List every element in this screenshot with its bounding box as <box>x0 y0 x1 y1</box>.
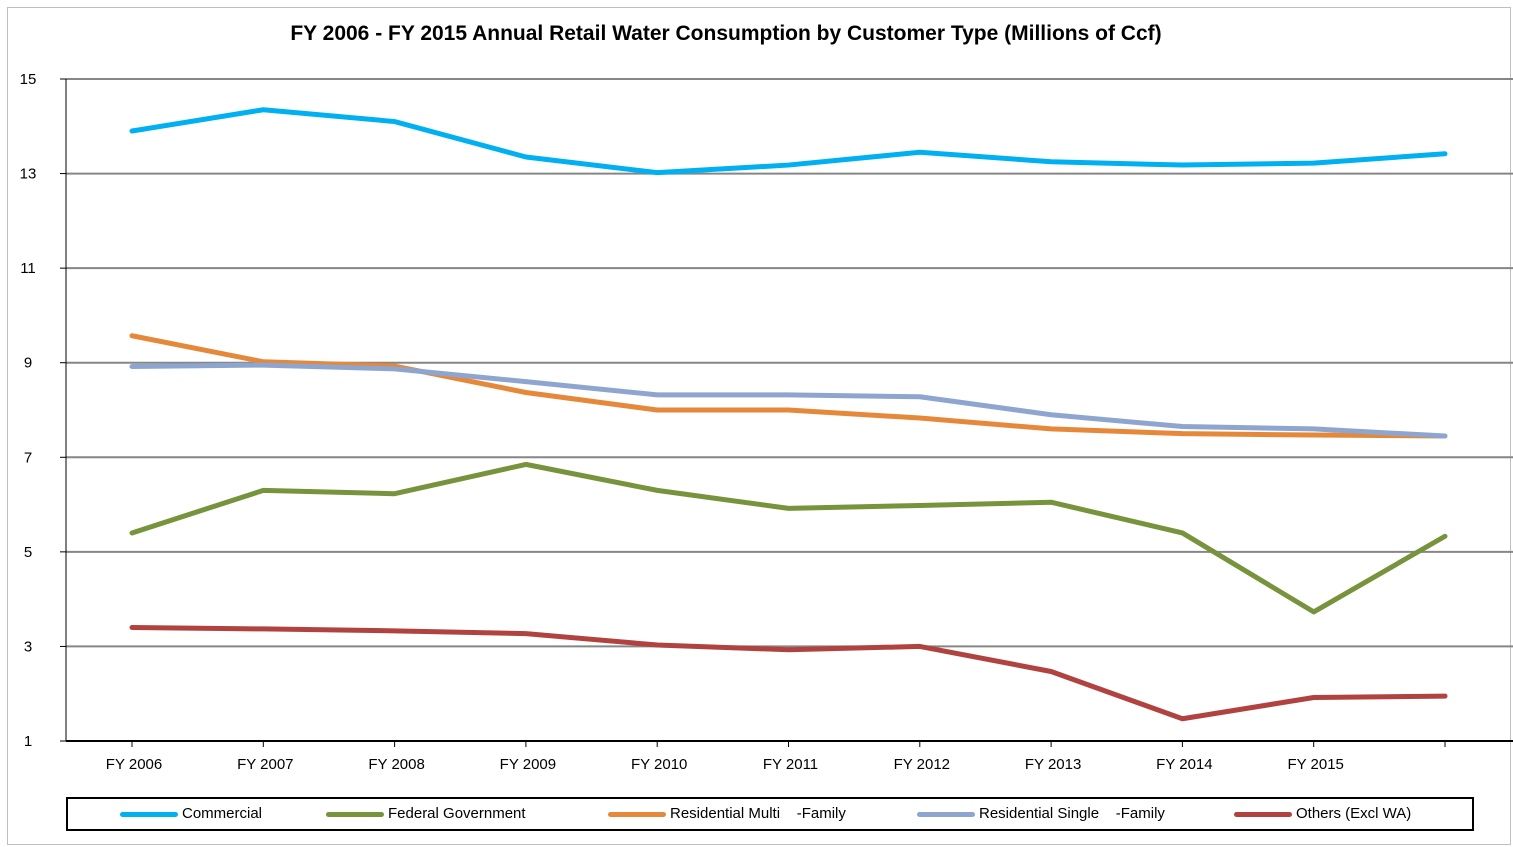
x-tick-label: FY 2013 <box>1025 756 1081 773</box>
x-tick-label: FY 2011 <box>763 756 818 773</box>
legend-swatch <box>608 812 666 817</box>
y-tick-label: 5 <box>24 544 32 561</box>
legend-swatch <box>1234 812 1292 817</box>
legend-swatch <box>326 812 384 817</box>
series-line-4 <box>129 625 1448 722</box>
y-tick-label: 9 <box>24 355 32 372</box>
x-tick-label: FY 2008 <box>368 756 424 773</box>
y-tick-label: 13 <box>20 166 37 183</box>
x-tick-label: FY 2007 <box>237 756 293 773</box>
x-tick-label: FY 2009 <box>500 756 556 773</box>
series-line-2 <box>129 333 1448 439</box>
legend-label: Commercial <box>182 805 263 822</box>
x-tick-label: FY 2010 <box>631 756 687 773</box>
y-tick-label: 3 <box>24 638 32 655</box>
legend-label: Federal Government <box>388 805 526 822</box>
legend-label: Others (Excl WA) <box>1296 805 1412 822</box>
series-line-1 <box>129 461 1448 615</box>
legend-swatch <box>917 812 975 817</box>
y-tick-label: 7 <box>24 449 32 466</box>
x-tick-label: FY 2012 <box>894 756 950 773</box>
y-tick-label: 1 <box>24 733 32 750</box>
y-tick-label: 15 <box>20 71 37 88</box>
chart-title: FY 2006 - FY 2015 Annual Retail Water Co… <box>290 22 1162 45</box>
legend: Commercial Federal Government Residential … <box>66 797 1474 831</box>
y-tick-label: 11 <box>20 260 36 277</box>
x-tick-label: FY 2006 <box>106 756 162 773</box>
legend-swatch <box>120 812 178 817</box>
x-tick-label: FY 2014 <box>1156 756 1212 773</box>
legend-label: Residential Single -Family <box>979 805 1165 822</box>
series-line-0 <box>129 107 1448 176</box>
series-line-3 <box>129 362 1448 439</box>
x-tick-label: FY 2015 <box>1287 756 1343 773</box>
legend-label: Residential Multi -Family <box>670 805 846 822</box>
